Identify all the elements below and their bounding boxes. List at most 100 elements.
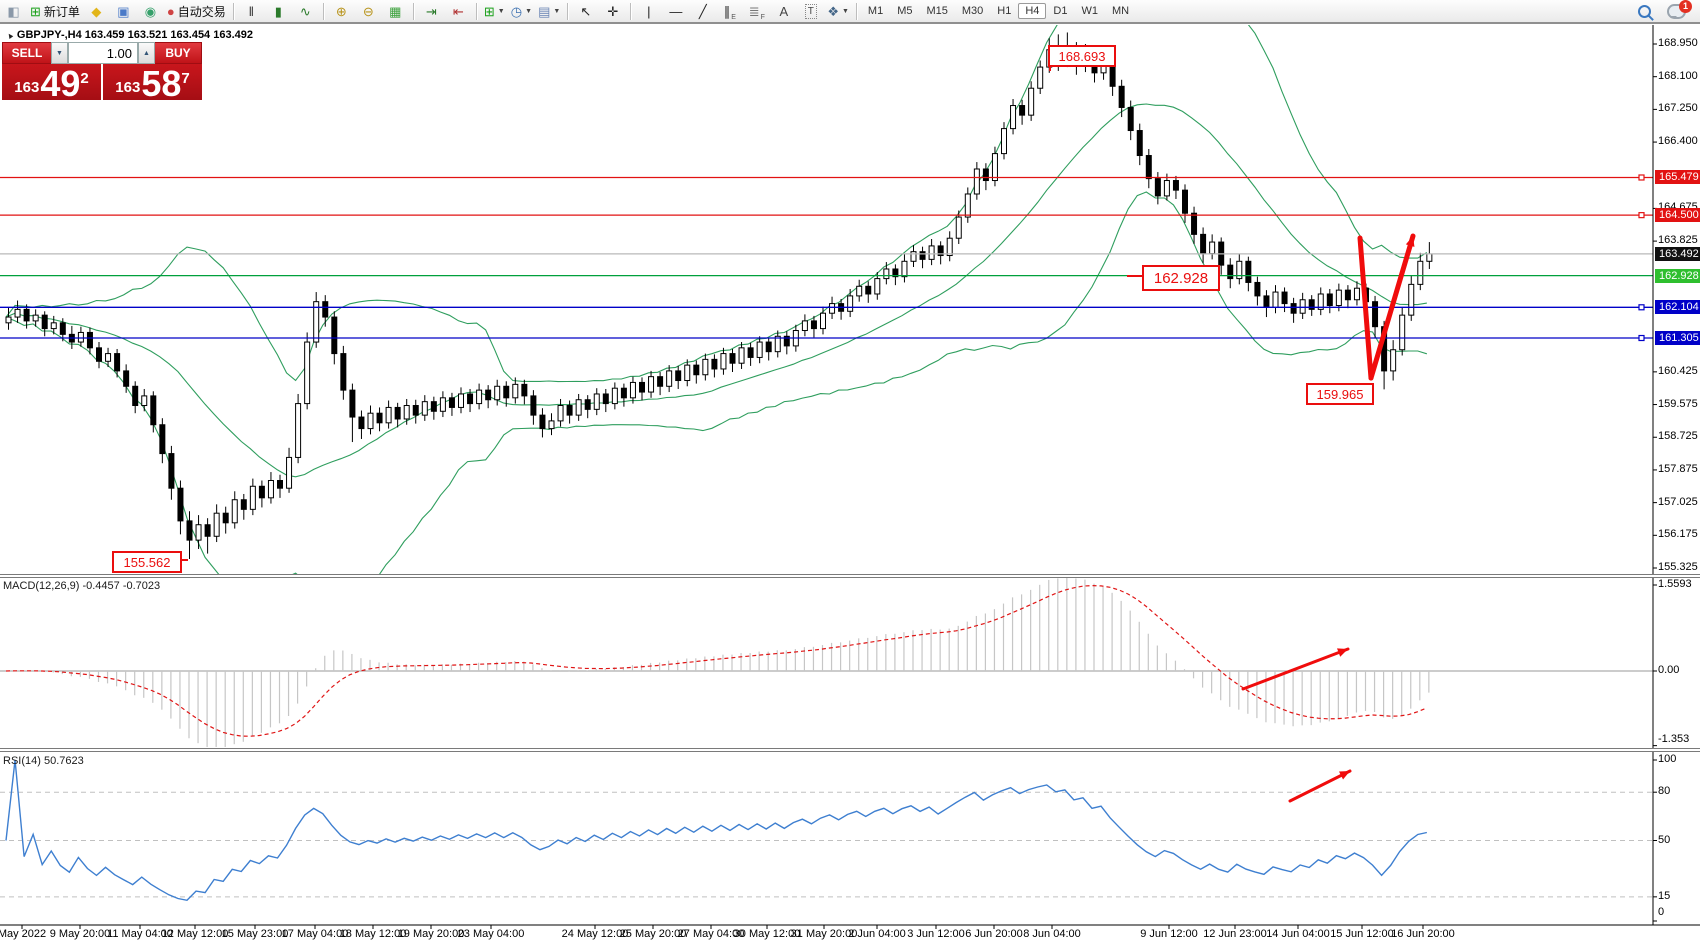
hline-handle[interactable]	[1638, 212, 1645, 219]
price-annotation-155.562[interactable]: 155.562	[112, 551, 182, 573]
bearish-candle	[765, 341, 772, 353]
timeframe-w1-button[interactable]: W1	[1081, 5, 1098, 17]
timeframe-d1-button[interactable]: D1	[1053, 5, 1068, 17]
periods-button[interactable]: ◷ ▼	[509, 2, 534, 21]
buy-price-big: 58	[141, 63, 182, 104]
cursor-icon: ↖	[580, 3, 592, 19]
dropdown-caret-icon[interactable]: ▼	[553, 7, 561, 15]
panel-separator-macd[interactable]	[0, 574, 1700, 578]
sell-button[interactable]: SELL	[2, 42, 51, 64]
buy-button[interactable]: BUY	[155, 42, 202, 64]
trend-arrow[interactable]	[1368, 233, 1416, 381]
bullish-candle	[910, 251, 917, 262]
bearish-candle	[86, 331, 93, 349]
bearish-candle	[584, 399, 591, 410]
timeframe-m30-button[interactable]: M30	[961, 5, 984, 17]
text-button[interactable]: A	[771, 2, 796, 21]
trendline-icon: ╱	[698, 3, 707, 19]
line-chart-button[interactable]: ∿	[293, 2, 318, 21]
level-badge: 162.928	[1655, 268, 1700, 283]
bearish-candle	[982, 168, 989, 182]
search-icon[interactable]	[1638, 4, 1651, 18]
panel-separator-rsi[interactable]	[0, 748, 1700, 752]
price-annotation-162.928[interactable]: 162.928	[1142, 265, 1220, 291]
channel-button[interactable]: ∥ E	[717, 2, 742, 21]
timeframe-h1-button[interactable]: H1	[997, 5, 1012, 17]
auto-scroll-button[interactable]: ⇥	[419, 2, 444, 21]
level-badge: 164.500	[1655, 208, 1700, 223]
signals-icon[interactable]: ◉	[138, 2, 163, 21]
crosshair-button[interactable]: ✛	[600, 2, 625, 21]
accounts-icon[interactable]: ▣	[111, 2, 136, 21]
new-order-button-label: 新订单	[43, 4, 80, 19]
timeframe-m15-button[interactable]: M15	[926, 5, 948, 17]
dropdown-caret-icon[interactable]: ▼	[525, 7, 533, 15]
buy-price[interactable]: 163 58 7	[103, 63, 202, 104]
trend-arrow[interactable]	[1241, 647, 1350, 691]
timeframe-m5-button[interactable]: M5	[897, 5, 913, 17]
vline-button[interactable]: |	[636, 2, 661, 21]
bearish-candle	[1172, 180, 1179, 191]
template-button[interactable]: ▤ ▼	[536, 2, 562, 21]
bullish-candle	[403, 405, 410, 420]
dropdown-caret-icon[interactable]: ▼	[497, 7, 505, 15]
timeframe-h4-button[interactable]: H4	[1018, 3, 1047, 19]
hline-button[interactable]: —	[663, 2, 688, 21]
candlestick-chart-button[interactable]: ▮	[266, 2, 291, 21]
price-tick-label: 160.425	[1658, 364, 1698, 377]
text-label-button[interactable]: T	[798, 2, 823, 21]
hline-handle[interactable]	[1638, 334, 1645, 342]
sell-price[interactable]: 163 49 2	[2, 64, 103, 102]
timeframe-m1-button[interactable]: M1	[867, 5, 884, 17]
bullish-candle	[385, 406, 392, 424]
bearish-candle	[530, 395, 537, 416]
bearish-candle	[331, 316, 338, 355]
autotrade-button[interactable]: ● 自动交易	[165, 2, 228, 21]
deposit-icon[interactable]: ◆	[84, 2, 109, 21]
indicators-button[interactable]: ⊞ ▼	[482, 2, 507, 21]
bearish-candle	[1263, 295, 1270, 308]
symbol-info: ▲GBPJPY-,H4 163.459 163.521 163.454 163.…	[4, 29, 253, 41]
trendline-button[interactable]: ╱	[690, 2, 715, 21]
bar-chart-button[interactable]: ‖	[239, 2, 264, 21]
bearish-candle	[503, 385, 510, 399]
bearish-candle	[937, 245, 944, 257]
time-tick-label: 25 May 20:00	[619, 928, 687, 940]
time-tick-label: 12 May 12:00	[161, 928, 229, 940]
hline-handle[interactable]	[1638, 174, 1645, 181]
new-order-button[interactable]: ⊞ 新订单	[28, 2, 82, 21]
volume-decrease-button[interactable]: ▼	[51, 42, 68, 64]
bullish-candle	[439, 397, 446, 412]
bearish-candle	[620, 387, 627, 399]
bearish-candle	[639, 381, 645, 393]
volume-input[interactable]: 1.00	[68, 42, 138, 64]
hline-handle[interactable]	[1638, 304, 1645, 311]
dropdown-caret-icon[interactable]: ▼	[841, 7, 849, 15]
fibonacci-button[interactable]: ≣ F	[744, 2, 769, 21]
trend-arrow[interactable]	[1288, 769, 1352, 803]
price-annotation-168.693[interactable]: 168.693	[1048, 45, 1116, 67]
cursor-button[interactable]: ↖	[573, 2, 598, 21]
bullish-candle	[874, 278, 881, 295]
arrows-button[interactable]: ❖ ▼	[825, 2, 851, 21]
trend-arrow[interactable]	[1357, 235, 1374, 381]
bullish-candle	[1335, 289, 1342, 307]
price-annotation-159.965[interactable]: 159.965	[1306, 383, 1374, 405]
bearish-candle	[177, 487, 184, 522]
bullish-candle	[476, 389, 483, 405]
timeframe-mn-button[interactable]: MN	[1111, 5, 1130, 17]
clipped-icon[interactable]: ◧	[1, 2, 26, 21]
bullish-candle	[14, 308, 21, 318]
chat-icon[interactable]: 1	[1667, 0, 1692, 19]
chart-shift-button[interactable]: ⇤	[446, 2, 471, 21]
macd-tick-label: -1.353	[1658, 733, 1690, 745]
zoom-out-button[interactable]: ⊖	[356, 2, 381, 21]
bullish-candle	[928, 245, 935, 260]
bearish-candle	[186, 520, 193, 541]
zoom-in-button[interactable]: ⊕	[329, 2, 354, 21]
tile-windows-button[interactable]: ▦	[383, 2, 408, 21]
bearish-candle	[222, 512, 229, 524]
volume-increase-button[interactable]: ▲	[138, 42, 155, 64]
bullish-candle	[1426, 253, 1433, 262]
